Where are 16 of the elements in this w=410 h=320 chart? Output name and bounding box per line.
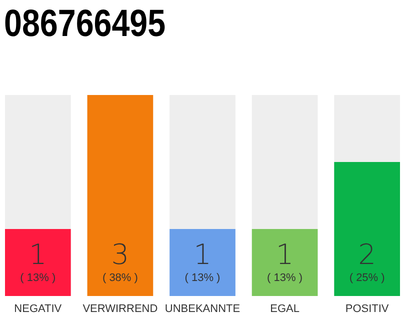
data-label: 3 <box>111 238 130 271</box>
annotation: ( 13% ) <box>267 272 303 284</box>
x-tick-label: POSITIV <box>345 303 390 315</box>
x-tick-label: UNBEKANNTE <box>164 303 240 315</box>
x-tick-label: EGAL <box>270 303 300 315</box>
x-tick-label: NEGATIV <box>14 303 62 315</box>
chart-title: 086766495 <box>4 2 166 45</box>
annotation: ( 38% ) <box>102 272 138 284</box>
data-label: 2 <box>358 238 376 271</box>
data-label: 1 <box>194 238 212 271</box>
data-label: 1 <box>276 238 294 271</box>
x-tick-label: VERWIRREND <box>82 303 158 315</box>
annotation: ( 13% ) <box>184 272 220 284</box>
annotation: ( 25% ) <box>349 272 385 284</box>
annotation: ( 13% ) <box>20 272 56 284</box>
data-label: 1 <box>29 238 47 271</box>
